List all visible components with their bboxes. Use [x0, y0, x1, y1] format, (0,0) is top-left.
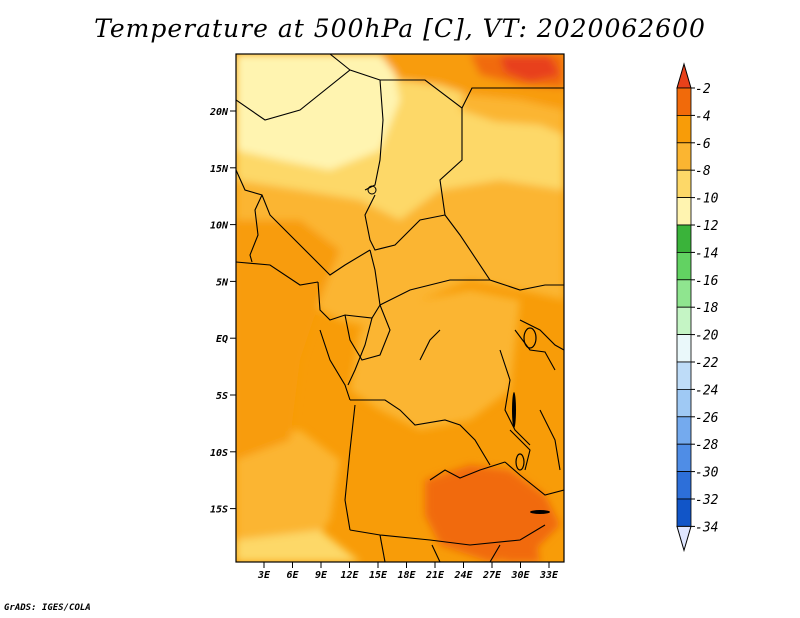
- colorbar-label: -22: [695, 356, 719, 371]
- lon-tick-label: 3E: [257, 570, 271, 581]
- colorbar-label: -26: [695, 411, 719, 426]
- lat-tick-label: 10S: [210, 448, 228, 459]
- lon-tick-label: 33E: [539, 570, 559, 581]
- colorbar-bottom-arrow: [676, 525, 692, 553]
- colorbar-swatch: [676, 334, 692, 363]
- longitude-axis: 3E 6E 9E 12E 15E 18E 21E 24E 27E 30E 33E: [257, 562, 559, 581]
- colorbar-label: -16: [695, 274, 719, 289]
- colorbar-label: -24: [695, 383, 718, 398]
- colorbar-swatch: [676, 224, 692, 253]
- colorbar-swatch: [676, 306, 692, 336]
- colorbar-swatch: [676, 142, 692, 171]
- latitude-axis: 20N 15N 10N 5N EQ 5S 10S 15S: [209, 107, 236, 516]
- colorbar-swatch: [676, 279, 692, 308]
- colorbar-swatch: [676, 471, 692, 500]
- map-title: Temperature at 500hPa [C], VT: 202006260…: [94, 14, 706, 43]
- lon-tick-label: 18E: [397, 570, 416, 581]
- colorbar-label: -20: [695, 329, 719, 344]
- colorbar-swatch: [676, 361, 692, 390]
- colorbar-swatch: [676, 388, 692, 418]
- lat-tick-label: 20N: [209, 107, 229, 118]
- map-frame: [235, 53, 565, 563]
- colorbar-swatch: [676, 443, 692, 473]
- colorbar-swatch: [676, 197, 692, 226]
- colorbar-label: -8: [695, 164, 711, 179]
- colorbar-swatch: [676, 87, 692, 116]
- colorbar-swatch: [676, 416, 692, 445]
- colorbar-label: -4: [695, 109, 711, 124]
- lat-tick-label: EQ: [216, 334, 228, 345]
- lon-tick-label: 12E: [340, 570, 359, 581]
- lon-tick-label: 6E: [286, 570, 299, 581]
- colorbar-swatch: [676, 115, 692, 144]
- lat-tick-label: 5N: [216, 277, 229, 288]
- colorbar-label: -18: [695, 301, 719, 316]
- lon-tick-label: 9E: [315, 570, 328, 581]
- colorbar-label: -6: [695, 137, 711, 152]
- country-borders: [236, 54, 564, 562]
- colorbar-label: -32: [695, 493, 719, 508]
- colorbar-label: -28: [695, 438, 719, 453]
- lon-tick-label: 24E: [453, 570, 473, 581]
- temperature-field: [236, 54, 564, 562]
- colorbar-label: -10: [695, 192, 719, 207]
- colorbar-swatch: [676, 498, 692, 527]
- colorbar-label: -30: [695, 466, 719, 481]
- lat-tick-label: 15S: [210, 505, 228, 516]
- colorbar-label: -2: [695, 82, 711, 97]
- lon-tick-label: 27E: [482, 570, 502, 581]
- colorbar-label: -34: [695, 520, 718, 535]
- lat-tick-label: 5S: [216, 391, 228, 402]
- grads-credit: GrADS: IGES/COLA: [4, 603, 91, 613]
- lat-tick-label: 10N: [210, 221, 229, 232]
- lon-tick-label: 15E: [369, 570, 388, 581]
- lon-tick-label: 30E: [510, 570, 530, 581]
- colorbar-label: -14: [695, 246, 718, 261]
- colorbar-swatch: [676, 251, 692, 281]
- lakes: [367, 185, 550, 514]
- colorbar: -2 -4 -6 -8 -10 -12 -14 -16 -18 -20 -22 -24 -26 -28 -3…: [676, 62, 719, 553]
- colorbar-top-arrow: [676, 62, 692, 89]
- colorbar-label: -12: [695, 219, 719, 234]
- lon-tick-label: 21E: [425, 570, 445, 581]
- colorbar-swatch: [676, 169, 692, 198]
- lat-tick-label: 15N: [210, 164, 229, 175]
